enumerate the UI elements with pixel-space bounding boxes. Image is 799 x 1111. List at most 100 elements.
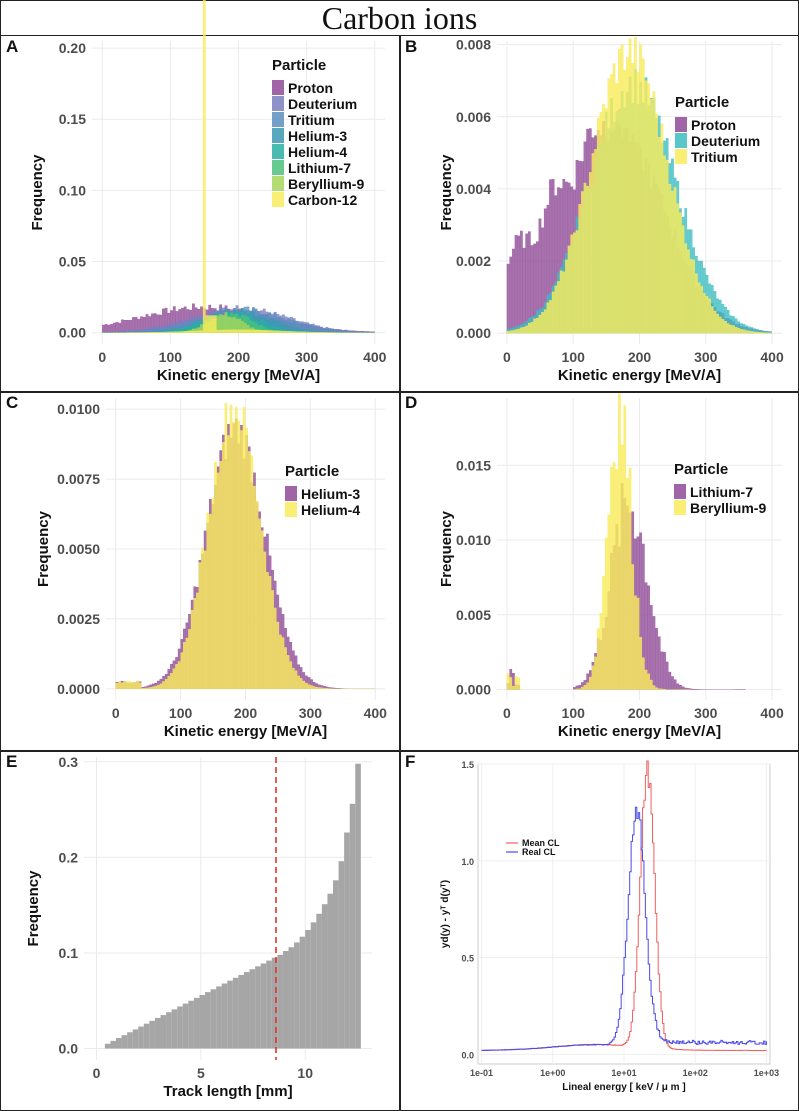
histogram-bar-beryllium-9	[644, 669, 648, 690]
histogram-bar-tritium	[530, 322, 534, 334]
x-tick-label: 400	[363, 349, 387, 365]
histogram-bar-tritium	[652, 91, 656, 334]
x-tick-label: 1e+00	[540, 1068, 565, 1078]
histogram-bar	[355, 763, 361, 1049]
x-axis-label: Kinetic energy [MeV/A]	[558, 367, 721, 384]
histogram-bar-tritium	[583, 182, 587, 334]
histogram-bar	[232, 977, 239, 1049]
histogram-bar-proton	[520, 230, 523, 334]
histogram-bar-helium-4	[307, 684, 311, 689]
histogram-bar-lithium-7	[679, 684, 682, 690]
histogram-bar-tritium	[758, 332, 762, 334]
histogram-bar-tritium	[559, 270, 563, 334]
histogram-bar-beryllium-9	[652, 685, 656, 690]
histogram-bar-carbon-12	[271, 330, 274, 333]
histogram-bar-helium-4	[193, 598, 197, 689]
x-tick-label: 100	[562, 349, 586, 365]
histogram-bar-beryllium-9	[655, 687, 658, 690]
histogram-bar-tritium	[750, 331, 754, 334]
histogram-bar-beryllium-9	[623, 405, 627, 690]
histogram-bar-helium-4	[229, 404, 233, 689]
histogram-bar-tritium	[546, 302, 550, 334]
legend-key-helium-4	[285, 502, 297, 517]
x-tick-label: 1e+01	[611, 1068, 636, 1078]
histogram-bar-helium-4	[177, 661, 181, 689]
histogram-bar-carbon-12	[257, 329, 261, 333]
x-axis-label: Track length [mm]	[163, 1083, 292, 1100]
y-tick-label: 0.002	[456, 253, 491, 269]
x-tick-label: 200	[234, 705, 258, 721]
histogram-bar-carbon-12	[178, 331, 182, 333]
histogram-bar-helium-4	[138, 682, 142, 689]
histogram-bar-tritium	[713, 310, 717, 334]
histogram-bar-helium-4	[175, 664, 178, 689]
histogram-bar-tritium	[596, 118, 600, 334]
histogram-bar-proton	[528, 231, 531, 334]
series-line-real-cl	[481, 806, 767, 1051]
histogram-bar-tritium	[737, 328, 741, 334]
histogram-bar-helium-4	[141, 688, 145, 689]
x-tick-label: 400	[760, 349, 784, 365]
histogram-bar-beryllium-9	[599, 613, 603, 690]
histogram-bar-tritium	[594, 149, 597, 334]
histogram-bar-helium-4	[247, 451, 251, 689]
histogram-bar	[138, 1026, 144, 1049]
histogram-bar-tritium	[679, 212, 682, 334]
histogram-bar-beryllium-9	[591, 665, 595, 690]
histogram-bar	[188, 1000, 194, 1049]
histogram-bar-helium-4	[268, 575, 272, 689]
histogram-bar-tritium	[710, 306, 714, 334]
x-tick-label: 300	[295, 349, 319, 365]
histogram-bar-tritium	[639, 44, 643, 334]
histogram-bar	[199, 995, 206, 1049]
histogram-bar-tritium	[567, 245, 571, 334]
histogram-bar-helium-4	[271, 590, 274, 689]
histogram-bar-beryllium-9	[588, 676, 592, 690]
histogram-bar-helium-4	[234, 407, 238, 689]
histogram-bar-lithium-7	[649, 605, 653, 690]
histogram-bar-tritium	[705, 296, 709, 334]
legend-label: Lithium-7	[288, 160, 351, 176]
histogram-bar-tritium	[528, 323, 531, 334]
x-tick-label: 0	[112, 705, 120, 721]
histogram-bar	[221, 983, 228, 1049]
histogram-bar-helium-4	[170, 673, 173, 689]
histogram-bar-helium-4	[167, 676, 171, 689]
y-axis-label: Frequency	[25, 870, 42, 947]
histogram-bar-helium-4	[318, 687, 321, 689]
histogram-bar-tritium	[748, 330, 751, 334]
histogram-bar-carbon-12	[306, 331, 310, 333]
histogram-bar-helium-4	[310, 685, 313, 689]
histogram-bar	[294, 942, 300, 1049]
legend-key-helium-4	[272, 144, 284, 159]
y-tick-label: 0.000	[456, 682, 491, 698]
histogram-bar-helium-4	[203, 550, 207, 689]
histogram-bar-beryllium-9	[631, 564, 635, 690]
histogram-bar-helium-4	[115, 682, 119, 689]
histogram-bar-carbon-12	[273, 330, 277, 333]
histogram-bar-tritium	[581, 191, 584, 334]
histogram-bar-tritium	[612, 63, 616, 334]
histogram-bar-lithium-7	[687, 688, 690, 690]
histogram-bar-helium-4	[294, 670, 298, 689]
histogram-bar-helium-4	[315, 686, 319, 689]
histogram-bar-tritium	[753, 331, 757, 334]
histogram-bar-tritium	[702, 293, 706, 334]
y-tick-label: 0.0050	[57, 541, 100, 557]
histogram-bar-helium-4	[180, 652, 184, 689]
histogram-bar-helium-4	[149, 687, 152, 689]
divider-vertical	[399, 36, 401, 1111]
histogram-bar-tritium	[644, 80, 648, 334]
histogram-bar-beryllium-9	[636, 597, 640, 690]
x-tick-label: 300	[694, 349, 718, 365]
histogram-bar-tritium	[565, 259, 568, 334]
histogram-bar-tritium	[740, 329, 743, 334]
histogram-bar-helium-4	[206, 512, 210, 689]
histogram-bar-tritium	[684, 243, 688, 334]
histogram-bar-beryllium-9	[660, 688, 664, 690]
histogram-bar-carbon-12	[170, 331, 173, 333]
legend-title: Particle	[675, 94, 729, 111]
histogram-bar-tritium	[708, 298, 711, 334]
legend-key-helium-3	[285, 486, 297, 501]
histogram-bar-tritium	[681, 225, 685, 334]
